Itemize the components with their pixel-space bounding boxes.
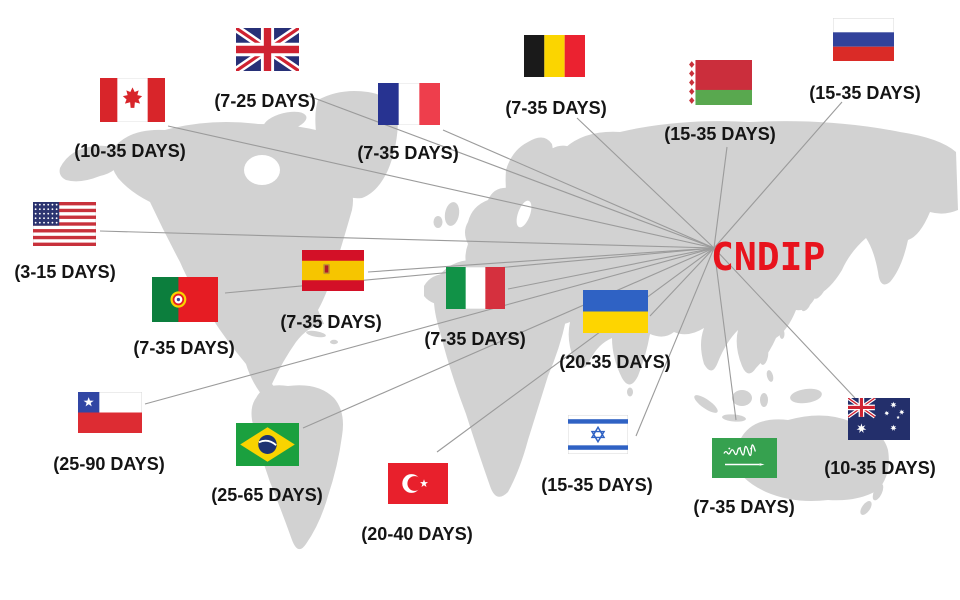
route-line-france <box>442 129 715 249</box>
russia-flag-icon <box>833 18 894 61</box>
shipping-days-label: (7-35 DAYS) <box>424 329 526 349</box>
route-line-uk <box>305 94 715 249</box>
shipping-days-label: (10-35 DAYS) <box>74 141 186 161</box>
belarus-flag-icon <box>688 60 752 105</box>
usa-flag-icon <box>33 202 96 246</box>
spain-flag-icon <box>302 250 364 291</box>
shipping-days-label: (15-35 DAYS) <box>809 83 921 103</box>
portugal-flag-icon <box>152 277 218 322</box>
turkey-flag-icon <box>388 463 448 504</box>
shipping-days-label: (7-35 DAYS) <box>280 312 382 332</box>
shipping-days-label: (25-90 DAYS) <box>53 454 165 474</box>
shipping-days-label: (7-25 DAYS) <box>214 91 316 111</box>
route-line-brazil <box>302 247 715 429</box>
route-line-turkey <box>436 247 715 453</box>
italy-flag-icon <box>446 267 505 309</box>
route-line-canada <box>167 125 715 249</box>
route-line-belgium <box>576 117 715 249</box>
shipping-days-label: (7-35 DAYS) <box>357 143 459 163</box>
shipping-days-label: (15-35 DAYS) <box>541 475 653 495</box>
uk-flag-icon <box>236 28 299 71</box>
canada-flag-icon <box>100 78 165 122</box>
route-line-saudi <box>713 247 737 421</box>
route-line-russia <box>713 101 843 249</box>
brand-cndip: CNDIP <box>711 235 826 279</box>
route-line-australia <box>713 247 856 399</box>
shipping-days-label: (7-35 DAYS) <box>505 98 607 118</box>
shipping-days-label: (20-40 DAYS) <box>361 524 473 544</box>
route-line-ukraine <box>649 247 715 317</box>
shipping-days-label: (10-35 DAYS) <box>824 458 936 478</box>
route-line-belarus <box>713 146 728 249</box>
shipping-days-label: (7-35 DAYS) <box>693 497 795 517</box>
route-line-usa <box>99 230 715 249</box>
route-line-spain <box>367 247 715 273</box>
route-line-israel <box>635 247 715 437</box>
saudi-flag-icon <box>712 438 777 478</box>
australia-flag-icon <box>848 398 910 440</box>
shipping-days-label: (15-35 DAYS) <box>664 124 776 144</box>
shipping-days-label: (3-15 DAYS) <box>14 262 116 282</box>
brazil-flag-icon <box>236 423 299 466</box>
shipping-days-label: (25-65 DAYS) <box>211 485 323 505</box>
route-line-chile <box>144 247 715 405</box>
shipping-days-label: (20-35 DAYS) <box>559 352 671 372</box>
chile-flag-icon <box>78 392 142 433</box>
belgium-flag-icon <box>524 35 585 77</box>
ukraine-flag-icon <box>583 290 648 333</box>
france-flag-icon <box>378 83 440 125</box>
israel-flag-icon <box>568 415 628 454</box>
shipping-days-label: (7-35 DAYS) <box>133 338 235 358</box>
route-line-italy <box>507 247 715 290</box>
